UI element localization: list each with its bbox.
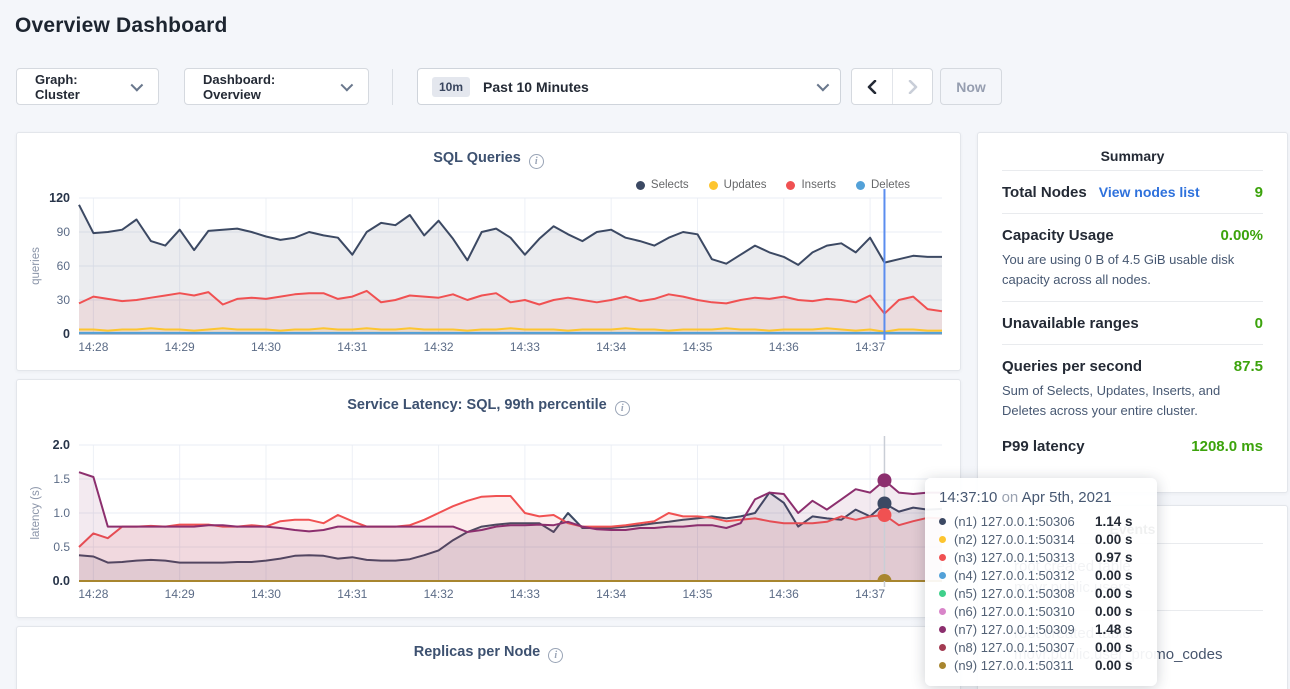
- summary-label: Unavailable ranges: [1002, 315, 1139, 332]
- latency-hover-tooltip: 14:37:10 on Apr 5th, 2021 (n1) 127.0.0.1…: [925, 478, 1157, 686]
- svg-text:14:28: 14:28: [78, 587, 108, 601]
- svg-text:latency (s): latency (s): [30, 486, 42, 539]
- time-prev-button[interactable]: [852, 69, 892, 104]
- series-dot: [939, 554, 946, 561]
- time-next-button[interactable]: [892, 69, 932, 104]
- svg-text:14:35: 14:35: [682, 587, 712, 601]
- summary-value: 87.5: [1234, 358, 1263, 375]
- graph-scope-label: Graph: Cluster: [35, 72, 121, 102]
- dashboard-dropdown[interactable]: Dashboard: Overview: [184, 68, 369, 105]
- summary-label: Total Nodes: [1002, 184, 1087, 201]
- svg-text:0: 0: [63, 327, 70, 341]
- info-icon[interactable]: [548, 648, 563, 663]
- time-step-buttons: [851, 68, 933, 105]
- svg-text:14:29: 14:29: [165, 587, 195, 601]
- replicas-per-node-panel: Replicas per Node: [16, 626, 961, 689]
- svg-text:14:33: 14:33: [510, 587, 540, 601]
- svg-text:14:28: 14:28: [78, 340, 108, 354]
- sql-queries-chart[interactable]: 14:28 14:29 14:30 14:31 14:32 14:33 14:34 14:35…: [17, 133, 962, 372]
- summary-label: Capacity Usage: [1002, 227, 1114, 244]
- summary-desc: You are using 0 B of 4.5 GiB usable disk…: [1002, 250, 1263, 289]
- summary-value: 9: [1255, 184, 1263, 201]
- series-dot: [939, 662, 946, 669]
- svg-text:14:30: 14:30: [251, 340, 281, 354]
- time-range-label: Past 10 Minutes: [483, 79, 589, 95]
- svg-text:14:32: 14:32: [424, 340, 454, 354]
- summary-row-qps: Queries per second 87.5 Sum of Selects, …: [1002, 344, 1263, 432]
- svg-text:14:34: 14:34: [596, 340, 626, 354]
- svg-text:14:35: 14:35: [682, 340, 712, 354]
- svg-text:60: 60: [57, 259, 71, 273]
- summary-panel: Summary Total Nodes View nodes list 9 Ca…: [977, 132, 1288, 493]
- summary-value: 1208.0 ms: [1191, 438, 1263, 455]
- tooltip-row: (n8) 127.0.0.1:50307 0.00 s: [939, 638, 1143, 656]
- summary-heading: Summary: [1002, 133, 1263, 170]
- series-dot: [939, 590, 946, 597]
- svg-text:90: 90: [57, 225, 71, 239]
- chevron-right-icon: [908, 80, 918, 94]
- view-nodes-link[interactable]: View nodes list: [1099, 184, 1200, 200]
- service-latency-panel: Service Latency: SQL, 99th percentile 14…: [16, 379, 961, 618]
- svg-text:14:37: 14:37: [855, 587, 885, 601]
- svg-text:14:36: 14:36: [769, 587, 799, 601]
- summary-row-total-nodes: Total Nodes View nodes list 9: [1002, 170, 1263, 213]
- svg-text:14:34: 14:34: [596, 587, 626, 601]
- svg-text:queries: queries: [30, 247, 42, 285]
- chevron-down-icon: [817, 79, 830, 92]
- page-title: Overview Dashboard: [15, 14, 228, 38]
- series-dot: [939, 608, 946, 615]
- chevron-down-icon: [131, 79, 143, 91]
- chevron-down-icon: [341, 79, 354, 92]
- svg-text:14:32: 14:32: [424, 587, 454, 601]
- summary-value: 0: [1255, 315, 1263, 332]
- summary-value: 0.00%: [1220, 227, 1263, 244]
- chevron-left-icon: [867, 80, 877, 94]
- tooltip-row: (n6) 127.0.0.1:50310 0.00 s: [939, 602, 1143, 620]
- svg-text:14:37: 14:37: [855, 340, 885, 354]
- series-dot: [939, 572, 946, 579]
- summary-row-capacity: Capacity Usage 0.00% You are using 0 B o…: [1002, 213, 1263, 301]
- svg-text:14:36: 14:36: [769, 340, 799, 354]
- graph-scope-dropdown[interactable]: Graph: Cluster: [16, 68, 159, 105]
- series-dot: [939, 626, 946, 633]
- svg-text:120: 120: [49, 191, 70, 205]
- dashboard-toolbar: Graph: Cluster Dashboard: Overview 10m P…: [16, 68, 1002, 105]
- tooltip-row: (n4) 127.0.0.1:50312 0.00 s: [939, 566, 1143, 584]
- summary-row-unavailable-ranges: Unavailable ranges 0: [1002, 301, 1263, 344]
- dashboard-label: Dashboard: Overview: [203, 72, 331, 102]
- tooltip-row: (n9) 127.0.0.1:50311 0.00 s: [939, 656, 1143, 674]
- svg-text:30: 30: [57, 293, 71, 307]
- tooltip-row: (n3) 127.0.0.1:50313 0.97 s: [939, 548, 1143, 566]
- svg-text:14:31: 14:31: [337, 587, 367, 601]
- summary-label: P99 latency: [1002, 438, 1085, 455]
- svg-text:14:29: 14:29: [165, 340, 195, 354]
- tooltip-row: (n1) 127.0.0.1:50306 1.14 s: [939, 512, 1143, 530]
- series-dot: [939, 536, 946, 543]
- replicas-chart-title: Replicas per Node: [17, 627, 960, 663]
- time-range-badge: 10m: [432, 77, 470, 97]
- tooltip-row: (n7) 127.0.0.1:50309 1.48 s: [939, 620, 1143, 638]
- svg-text:14:33: 14:33: [510, 340, 540, 354]
- toolbar-divider: [392, 69, 393, 105]
- svg-text:1.0: 1.0: [53, 506, 70, 520]
- tooltip-timestamp: 14:37:10 on Apr 5th, 2021: [939, 489, 1143, 506]
- now-button[interactable]: Now: [940, 68, 1002, 105]
- summary-label: Queries per second: [1002, 358, 1142, 375]
- svg-text:14:30: 14:30: [251, 587, 281, 601]
- tooltip-row: (n2) 127.0.0.1:50314 0.00 s: [939, 530, 1143, 548]
- summary-row-p99: P99 latency 1208.0 ms: [1002, 432, 1263, 467]
- svg-text:2.0: 2.0: [53, 438, 70, 452]
- series-dot: [939, 644, 946, 651]
- series-dot: [939, 518, 946, 525]
- tooltip-row: (n5) 127.0.0.1:50308 0.00 s: [939, 584, 1143, 602]
- service-latency-chart[interactable]: 14:28 14:29 14:30 14:31 14:32 14:33 14:34 14:35…: [17, 380, 962, 619]
- svg-text:0.5: 0.5: [53, 540, 70, 554]
- sql-queries-panel: SQL Queries Selects Updates Inserts Dele…: [16, 132, 961, 371]
- svg-text:0.0: 0.0: [53, 574, 70, 588]
- svg-text:14:31: 14:31: [337, 340, 367, 354]
- time-range-picker[interactable]: 10m Past 10 Minutes: [417, 68, 841, 105]
- summary-desc: Sum of Selects, Updates, Inserts, and De…: [1002, 381, 1263, 420]
- svg-text:1.5: 1.5: [53, 472, 70, 486]
